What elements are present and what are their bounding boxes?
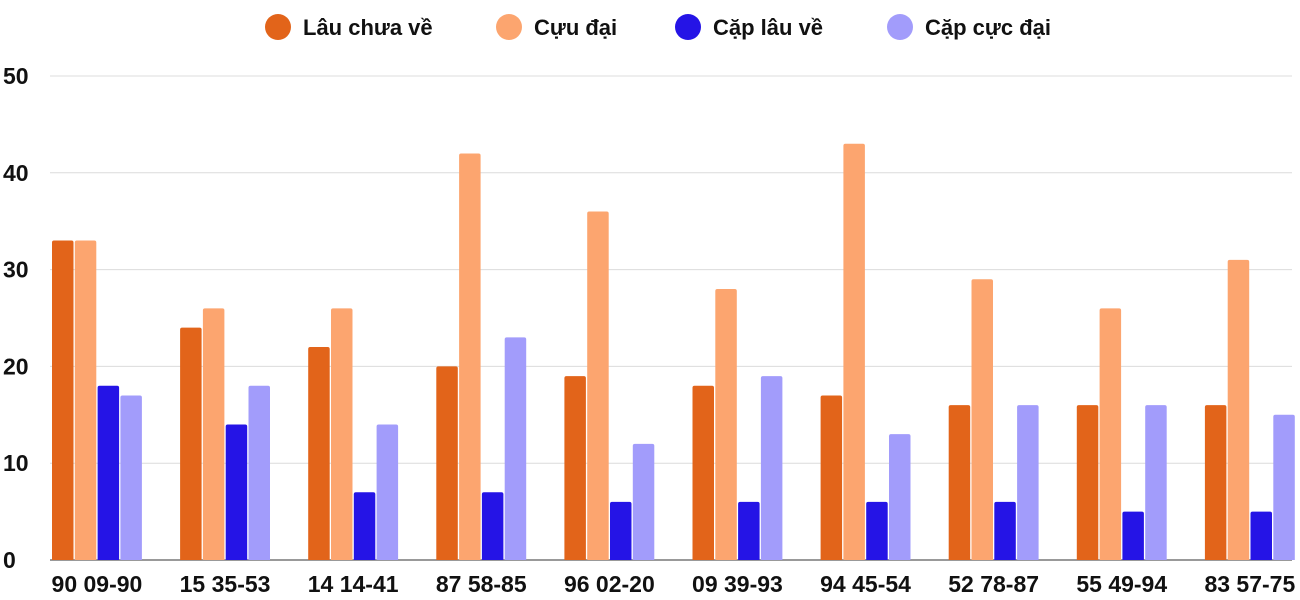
bar-cap-cuc-dai-15-35-53 (248, 385, 270, 560)
bar-cap-cuc-dai-09-39-93 (760, 376, 783, 560)
bar-cuu-dai-90-09-90 (74, 240, 97, 560)
bar-cuu-dai-52-78-87 (971, 279, 993, 560)
bar-cuu-dai-14-14-41 (331, 308, 353, 560)
bar-cuu-dai-15-35-53 (202, 308, 225, 560)
legend-swatch-cap-cuc-dai (887, 14, 913, 40)
x-axis-tick-labels: 90 09-90 15 35-53 14 14-41 87 58-85 96 02-20… (52, 571, 1296, 597)
bar-lau-chua-ve-94-45-54 (820, 395, 843, 560)
bar-cuu-dai-83-57-75 (1227, 259, 1250, 560)
bar-cap-lau-ve-90-09-90 (97, 385, 120, 560)
y-tick-label-50: 50 (3, 63, 29, 89)
bar-cuu-dai-94-45-54 (843, 143, 865, 560)
legend-swatch-cap-lau-ve (675, 14, 701, 40)
x-tick-label-90-09-90: 90 09-90 (52, 571, 143, 597)
bar-lau-chua-ve-52-78-87 (948, 405, 971, 560)
bar-cuu-dai-09-39-93 (715, 288, 737, 560)
x-tick-label-87-58-85: 87 58-85 (436, 571, 527, 597)
bar-cap-cuc-dai-14-14-41 (376, 424, 399, 560)
bar-lau-chua-ve-90-09-90 (52, 240, 74, 560)
legend-label-lau-chua-ve: Lâu chưa về (303, 15, 433, 40)
y-tick-label-30: 30 (3, 257, 29, 283)
y-tick-label-40: 40 (3, 160, 29, 186)
bar-cap-cuc-dai-90-09-90 (120, 395, 142, 560)
bar-cuu-dai-96-02-20 (587, 211, 609, 560)
bar-cap-cuc-dai-55-49-94 (1145, 405, 1167, 560)
legend-swatch-cuu-dai (496, 14, 522, 40)
x-tick-label-14-14-41: 14 14-41 (308, 571, 399, 597)
chart-legend: Lâu chưa về Cựu đại Cặp lâu về Cặp cực đại (265, 14, 1051, 40)
y-tick-label-20: 20 (3, 353, 29, 379)
bar-cap-cuc-dai-94-45-54 (889, 434, 911, 560)
bar-lau-chua-ve-87-58-85 (436, 366, 458, 560)
bar-cap-lau-ve-14-14-41 (353, 492, 376, 560)
y-tick-label-0: 0 (3, 547, 16, 573)
legend-label-cuu-dai: Cựu đại (534, 15, 617, 40)
bar-cuu-dai-55-49-94 (1099, 308, 1122, 560)
bar-lau-chua-ve-14-14-41 (308, 347, 330, 560)
y-axis-tick-labels: 0 10 20 30 40 50 (3, 63, 29, 573)
bar-cap-lau-ve-87-58-85 (481, 492, 504, 560)
bar-lau-chua-ve-09-39-93 (692, 385, 714, 560)
x-tick-label-94-45-54: 94 45-54 (820, 571, 911, 597)
bar-lau-chua-ve-15-35-53 (180, 327, 202, 560)
legend-label-cap-lau-ve: Cặp lâu về (713, 15, 823, 40)
y-tick-label-10: 10 (3, 450, 29, 476)
bar-lau-chua-ve-55-49-94 (1076, 405, 1099, 560)
bar-cap-lau-ve-94-45-54 (866, 501, 888, 560)
chart-bars (52, 143, 1295, 560)
bar-cap-cuc-dai-83-57-75 (1273, 414, 1295, 560)
x-tick-label-96-02-20: 96 02-20 (564, 571, 655, 597)
bar-cap-lau-ve-83-57-75 (1250, 511, 1272, 560)
x-tick-label-52-78-87: 52 78-87 (948, 571, 1039, 597)
x-tick-label-09-39-93: 09 39-93 (692, 571, 783, 597)
bar-cap-lau-ve-96-02-20 (610, 501, 632, 560)
bar-cuu-dai-87-58-85 (459, 153, 481, 560)
x-tick-label-15-35-53: 15 35-53 (180, 571, 271, 597)
legend-swatch-lau-chua-ve (265, 14, 291, 40)
legend-label-cap-cuc-dai: Cặp cực đại (925, 15, 1051, 40)
bar-cap-cuc-dai-52-78-87 (1017, 405, 1039, 560)
bar-lau-chua-ve-83-57-75 (1204, 405, 1227, 560)
bar-lau-chua-ve-96-02-20 (564, 376, 586, 560)
x-tick-label-83-57-75: 83 57-75 (1204, 571, 1295, 597)
x-tick-label-55-49-94: 55 49-94 (1076, 571, 1167, 597)
bar-cap-lau-ve-09-39-93 (738, 501, 760, 560)
bar-cap-cuc-dai-87-58-85 (504, 337, 527, 560)
bar-cap-cuc-dai-96-02-20 (632, 443, 655, 560)
bar-cap-lau-ve-52-78-87 (994, 501, 1016, 560)
bar-cap-lau-ve-15-35-53 (225, 424, 248, 560)
bar-cap-lau-ve-55-49-94 (1122, 511, 1144, 560)
